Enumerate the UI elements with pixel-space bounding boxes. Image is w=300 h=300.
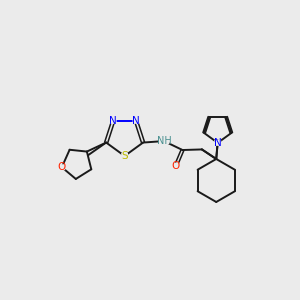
FancyBboxPatch shape — [121, 153, 128, 159]
FancyBboxPatch shape — [110, 118, 117, 124]
FancyBboxPatch shape — [133, 118, 140, 124]
Text: O: O — [172, 160, 180, 171]
Text: N: N — [214, 138, 222, 148]
FancyBboxPatch shape — [214, 140, 221, 146]
Text: N: N — [132, 116, 140, 126]
Text: N: N — [109, 116, 117, 126]
Text: O: O — [58, 162, 66, 172]
Text: S: S — [121, 151, 128, 161]
FancyBboxPatch shape — [58, 164, 65, 170]
FancyBboxPatch shape — [159, 138, 170, 144]
FancyBboxPatch shape — [172, 163, 179, 169]
Text: NH: NH — [157, 136, 171, 146]
